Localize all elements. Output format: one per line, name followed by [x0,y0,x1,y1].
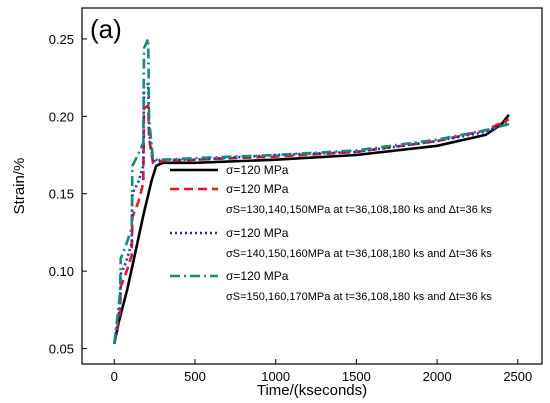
legend-sublabel-2: σS=130,140,150MPa at t=36,108,180 ks and… [226,204,492,216]
x-tick-label: 2500 [503,369,532,384]
x-tick-label: 2000 [423,369,452,384]
legend-label-3: σ=120 MPa [226,226,289,240]
x-tick-label: 0 [111,369,118,384]
x-axis-title: Time/(kseconds) [257,382,367,399]
x-tick-label: 1000 [261,369,290,384]
y-tick-label: 0.05 [49,342,74,357]
legend-sublabel-3: σS=140,150,160MPa at t=36,108,180 ks and… [226,248,492,260]
legend: σ=120 MPa σ=120 MPa σS=130,140,150MPa at t… [170,163,492,303]
x-tick-label: 1500 [342,369,371,384]
legend-label-2: σ=120 MPa [226,182,289,196]
x-tick-label: 500 [184,369,206,384]
legend-label-4: σ=120 MPa [226,269,289,283]
y-axis-title: Strain/% [11,158,28,215]
legend-label-1: σ=120 MPa [226,163,289,177]
plot-lines [113,37,510,345]
y-tick-label: 0.15 [49,187,74,202]
panel-label: (a) [90,14,122,44]
axes-ticks: 0 500 1000 1500 2000 2500 0.05 0.10 0.15 0.20 0.25 [49,32,533,384]
plot-frame [81,7,543,365]
series-line-4 [113,37,510,345]
legend-sublabel-4: σS=150,160,170MPa at t=36,108,180 ks and… [226,291,492,303]
y-tick-label: 0.10 [49,264,74,279]
series-line-1 [113,113,510,345]
series-line-2 [113,104,510,345]
y-tick-label: 0.20 [49,109,74,124]
y-tick-label: 0.25 [49,32,74,47]
